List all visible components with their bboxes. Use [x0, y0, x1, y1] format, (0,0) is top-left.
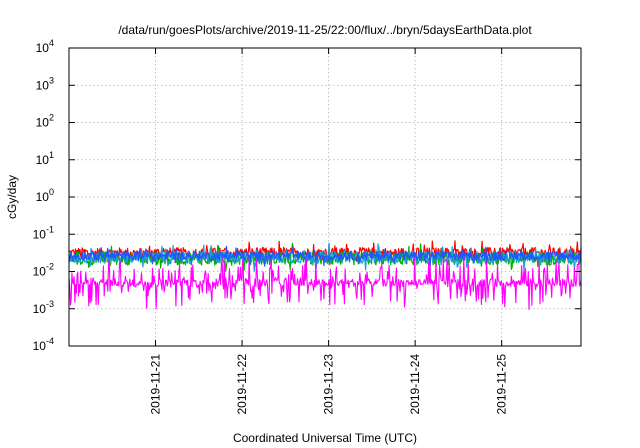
series-line	[68, 245, 582, 268]
y-axis: 10-4 10-3 10-2 10-1 100 101 102 103 104	[33, 38, 581, 353]
chart-title: /data/run/goesPlots/archive/2019-11-25/2…	[118, 23, 532, 37]
x-axis-label: Coordinated Universal Time (UTC)	[233, 431, 417, 445]
y-tick-label: 101	[36, 150, 54, 167]
x-tick-label: 2019-11-22	[235, 354, 249, 415]
y-tick-label: 10-4	[33, 336, 54, 353]
x-tick-label: 2019-11-23	[322, 354, 336, 415]
y-tick-label: 104	[36, 38, 54, 55]
x-tick-label: 2019-11-24	[408, 354, 422, 415]
y-tick-label: 100	[36, 187, 54, 204]
y-axis-label: cGy/day	[5, 175, 19, 219]
series-line	[68, 255, 582, 311]
series-group	[68, 240, 582, 311]
x-axis: 2019-11-21 2019-11-22 2019-11-23 2019-11-24…	[149, 48, 509, 415]
y-tick-label: 103	[36, 75, 54, 92]
y-tick-label: 10-2	[33, 262, 54, 279]
y-tick-label: 102	[36, 113, 54, 130]
y-tick-label: 10-3	[33, 299, 54, 316]
y-tick-label: 10-1	[33, 224, 54, 241]
x-tick-label: 2019-11-21	[149, 354, 163, 415]
x-tick-label: 2019-11-25	[495, 354, 509, 415]
